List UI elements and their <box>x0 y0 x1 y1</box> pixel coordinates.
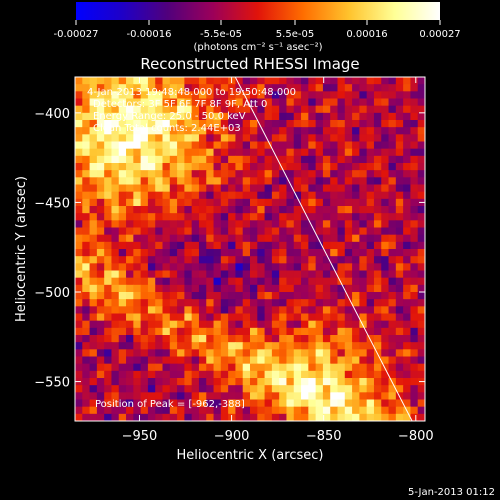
colorbar-unit-label: (photons cm⁻² s⁻¹ asec⁻²) <box>193 42 322 53</box>
y-tick-label: −400 <box>34 107 70 122</box>
axes: −950 −900 −850 −800 −400 −450 −500 −550 <box>34 77 434 444</box>
limb-line <box>234 77 413 421</box>
x-axis-label: Heliocentric X (arcsec) <box>177 448 324 463</box>
heatmap <box>75 77 425 421</box>
annotation-time: 4-Jan-2013 19:48:48.000 to 19:50:48.000 <box>87 87 296 98</box>
y-axis-label: Heliocentric Y (arcsec) <box>14 176 29 322</box>
footer-date: 5-Jan-2013 01:12 <box>408 487 495 498</box>
y-tick-label: −500 <box>34 286 70 301</box>
chart-title: Reconstructed RHESSI Image <box>140 55 359 73</box>
colorbar-tick-label: 0.00016 <box>346 29 387 40</box>
colorbar-tick-label: 5.5e-05 <box>276 29 314 40</box>
x-tick-label: −950 <box>122 429 158 444</box>
colorbar <box>76 2 440 20</box>
annotation-clean: Clean Total counts: 2.44E+03 <box>93 123 241 134</box>
y-tick-label: −450 <box>34 196 70 211</box>
x-tick-label: −850 <box>306 429 342 444</box>
colorbar-ticks: -0.00027 -0.00016 -5.5e-05 5.5e-05 0.00016 0.… <box>54 20 461 40</box>
colorbar-tick-label: 0.00027 <box>419 29 460 40</box>
colorbar-tick-label: -0.00027 <box>54 29 99 40</box>
x-tick-label: −900 <box>214 429 250 444</box>
colorbar-tick-label: -5.5e-05 <box>200 29 242 40</box>
annotation-detectors: Detectors: 3F 5F 6F 7F 8F 9F, Att 0 <box>93 99 267 110</box>
x-tick-label: −800 <box>398 429 434 444</box>
colorbar-tick-label: -0.00016 <box>127 29 172 40</box>
y-tick-label: −550 <box>34 376 70 391</box>
annotations: 4-Jan-2013 19:48:48.000 to 19:50:48.000 … <box>87 87 296 410</box>
plot-frame <box>74 76 426 422</box>
annotation-peak: Position of Peak = [-962,-388] <box>95 399 245 410</box>
annotation-energy: Energy Range: 25.0 - 50.0 keV <box>93 111 246 122</box>
